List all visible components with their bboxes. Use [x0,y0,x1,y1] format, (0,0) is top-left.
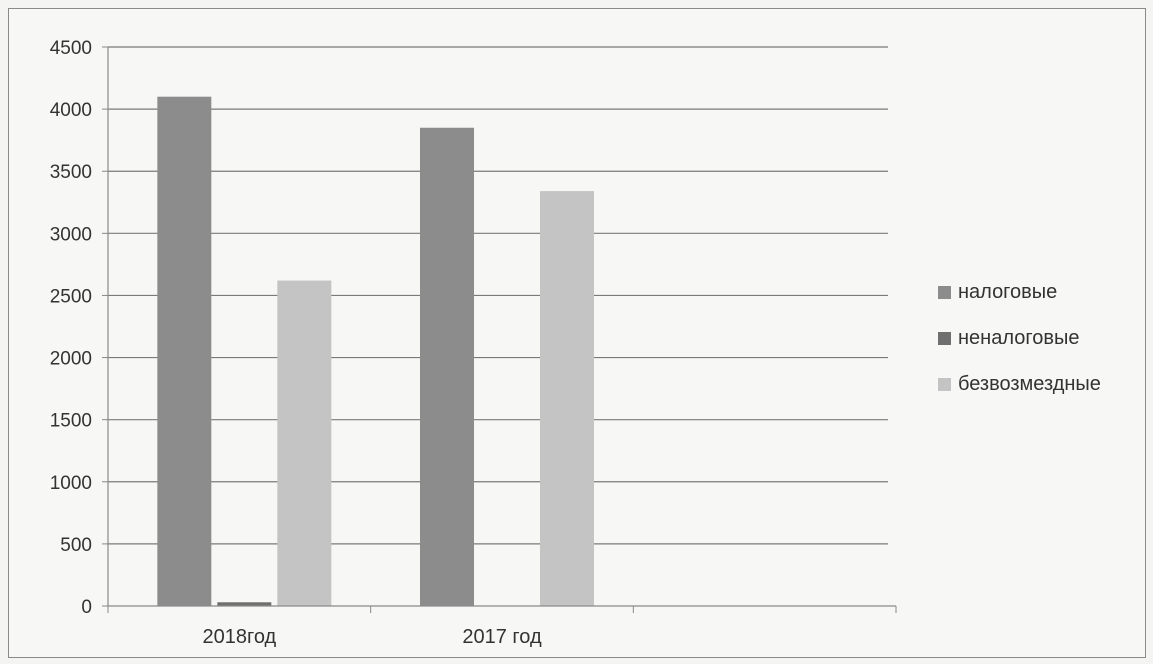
x-axis-ticks: 2018год 2017 год [108,606,896,648]
bar [540,191,594,606]
legend: налоговые неналоговые безвозмездные [938,281,1101,395]
legend-label: неналоговые [958,327,1079,349]
legend-label: налоговые [958,281,1057,303]
bar [157,97,211,606]
y-tick-label: 1000 [50,473,92,494]
y-tick-label: 4500 [50,38,92,59]
y-tick-label: 3500 [50,162,92,183]
legend-swatch [938,286,951,299]
y-tick-label: 500 [60,535,92,556]
y-axis-ticks: 0 500 1000 1500 2000 2500 3000 3500 4000 4500 [50,38,108,618]
legend-label: безвозмездные [958,373,1101,395]
axes [108,47,896,606]
y-tick-label: 2000 [50,349,92,370]
x-category-label: 2017 год [462,626,542,648]
y-tick-label: 0 [81,597,92,618]
bars [157,97,594,606]
y-tick-label: 1500 [50,411,92,432]
y-tick-label: 2500 [50,286,92,307]
x-category-label: 2018год [202,626,276,648]
bar [420,128,474,606]
y-tick-label: 4000 [50,100,92,121]
bar [277,281,331,606]
gridlines [108,47,888,544]
y-tick-label: 3000 [50,224,92,245]
legend-swatch [938,378,951,391]
legend-swatch [938,332,951,345]
